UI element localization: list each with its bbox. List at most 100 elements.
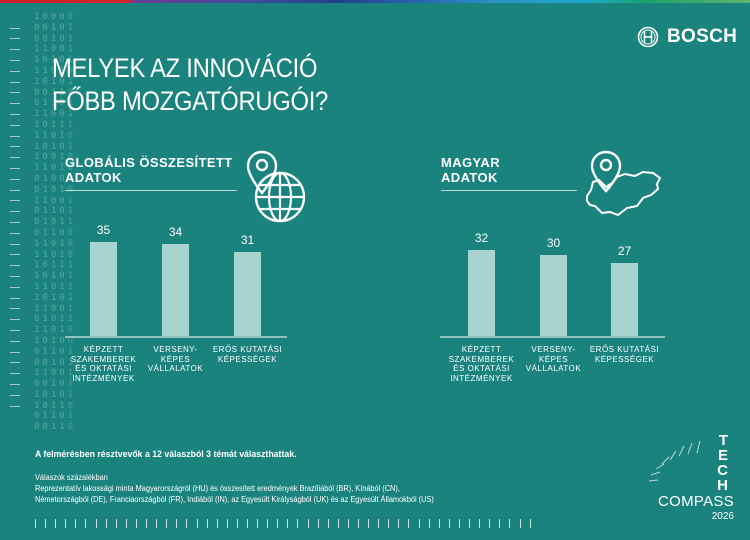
category-label: VERSENY- KÉPES VÁLLALATOK xyxy=(509,345,599,374)
binary-row: 10101 xyxy=(10,55,94,66)
binary-digits: 11011 xyxy=(34,281,77,292)
compass-word: COMPASS xyxy=(657,493,734,510)
binary-row: 10101 xyxy=(10,142,94,153)
binary-decoration: 10000 00101 00101 11001 10101 11010 10101 00110… xyxy=(10,12,94,433)
binary-row: 10100 xyxy=(10,336,94,347)
dash-mark xyxy=(10,383,20,385)
tick-mark xyxy=(438,519,440,528)
dash-mark xyxy=(10,222,20,224)
binary-digits: 10101 xyxy=(34,141,77,152)
binary-row: 01101 xyxy=(10,206,94,217)
binary-digits: 01000 xyxy=(34,173,77,184)
bosch-armature-icon xyxy=(637,26,659,48)
source-line: Reprezentatív lakossági minta Magyarorsz… xyxy=(35,484,400,493)
dash-mark xyxy=(10,243,20,245)
binary-digits: 01011 xyxy=(34,217,77,228)
binary-digits: 01101 xyxy=(34,98,77,109)
binary-row: 11010 xyxy=(10,163,94,174)
dash-mark xyxy=(10,70,20,72)
dash-mark xyxy=(10,81,20,83)
binary-row: 00101 xyxy=(10,379,94,390)
tick-mark xyxy=(458,519,460,528)
dash-mark xyxy=(10,373,20,375)
binary-digits: 01101 xyxy=(34,346,77,357)
binary-row: 11001 xyxy=(10,368,94,379)
binary-row: 01011 xyxy=(10,217,94,228)
category-line: VERSENY- xyxy=(153,345,198,354)
dash-mark xyxy=(10,157,20,159)
binary-digits: 11010 xyxy=(34,238,77,249)
category-label: VERSENY- KÉPES VÁLLALATOK xyxy=(131,345,221,374)
binary-row: 10000 xyxy=(10,12,94,23)
binary-row: 11001 xyxy=(10,304,94,315)
category-line: ÉS OKTATÁSI xyxy=(75,364,132,373)
dash-mark xyxy=(10,27,20,29)
binary-digits: 10101 xyxy=(34,271,77,282)
binary-row: 00101 xyxy=(10,34,94,45)
footnote-bold: A felmérésben résztvevők a 12 válaszból … xyxy=(35,449,297,460)
tick-mark xyxy=(115,519,117,528)
category-line: ERŐS KUTATÁSI xyxy=(589,345,660,354)
binary-row: 11010 xyxy=(10,131,94,142)
binary-digits: 10101 xyxy=(34,292,77,303)
dash-mark xyxy=(10,103,20,105)
tick-mark xyxy=(327,519,329,528)
category-line: SZAKEMBEREK xyxy=(70,354,137,364)
tick-mark xyxy=(196,519,198,528)
tick-mark xyxy=(499,519,501,528)
binary-digits: 10110 xyxy=(34,400,77,411)
binary-digits: 00101 xyxy=(34,33,77,44)
dash-mark xyxy=(10,254,20,256)
bosch-logo: BOSCH xyxy=(637,26,737,48)
bar xyxy=(90,241,117,336)
binary-digits: 11010 xyxy=(34,163,77,174)
tick-mark xyxy=(368,519,370,528)
category-line: KÉPES xyxy=(538,354,569,364)
binary-digits: 11010 xyxy=(34,130,77,141)
tick-mark xyxy=(388,519,390,528)
tech-letter: E xyxy=(717,447,728,464)
tech-letter: C xyxy=(717,462,728,479)
year-label: 2026 xyxy=(711,511,734,522)
tick-mark xyxy=(297,519,299,528)
dash-mark xyxy=(10,211,20,213)
dash-mark xyxy=(10,297,20,299)
binary-row: 11001 xyxy=(10,109,94,120)
binary-row: 01100 xyxy=(10,228,94,239)
title-line: MELYEK AZ INNOVÁCIÓ xyxy=(52,53,318,83)
tick-mark xyxy=(206,519,208,528)
category-line: VERSENY- xyxy=(531,345,576,354)
category-line: KÉPZETT xyxy=(461,345,502,354)
dash-mark xyxy=(10,405,20,407)
dash-mark xyxy=(10,135,20,137)
bar xyxy=(234,252,261,336)
dash-mark xyxy=(10,38,20,40)
title-line: FŐBB MOZGATÓRUGÓI? xyxy=(52,86,328,116)
category-line: SZAKEMBEREK xyxy=(448,354,515,364)
binary-row: 00110 xyxy=(10,422,94,433)
dash-mark xyxy=(10,92,20,94)
binary-row: 11010 xyxy=(10,66,94,77)
dash-mark xyxy=(10,319,20,321)
binary-row: 10010 xyxy=(10,152,94,163)
tick-mark xyxy=(236,519,238,528)
bar xyxy=(468,249,495,336)
tick-mark xyxy=(125,519,127,528)
binary-digits: 11001 xyxy=(34,303,77,314)
bar xyxy=(611,263,638,336)
category-label: KÉPZETT SZAKEMBEREK ÉS OKTATÁSI INTÉZMÉNYEK xyxy=(437,345,527,383)
category-line: KÉPESSÉGEK xyxy=(217,354,278,364)
binary-row: 10101 xyxy=(10,77,94,88)
page-title: MELYEK AZ INNOVÁCIÓ FŐBB MOZGATÓRUGÓI? xyxy=(52,52,328,118)
tick-mark xyxy=(448,519,450,528)
binary-digits: 00110 xyxy=(34,87,77,98)
tick-mark xyxy=(45,519,47,528)
dash-mark xyxy=(10,340,20,342)
dash-mark xyxy=(10,168,20,170)
tick-mark xyxy=(166,519,168,528)
source-line: Németországból (DE), Franciaországból (F… xyxy=(35,495,434,504)
chart-baseline xyxy=(440,336,665,338)
dash-mark xyxy=(10,114,20,116)
binary-digits: 10101 xyxy=(34,389,77,400)
binary-digits: 10000 xyxy=(34,12,77,22)
